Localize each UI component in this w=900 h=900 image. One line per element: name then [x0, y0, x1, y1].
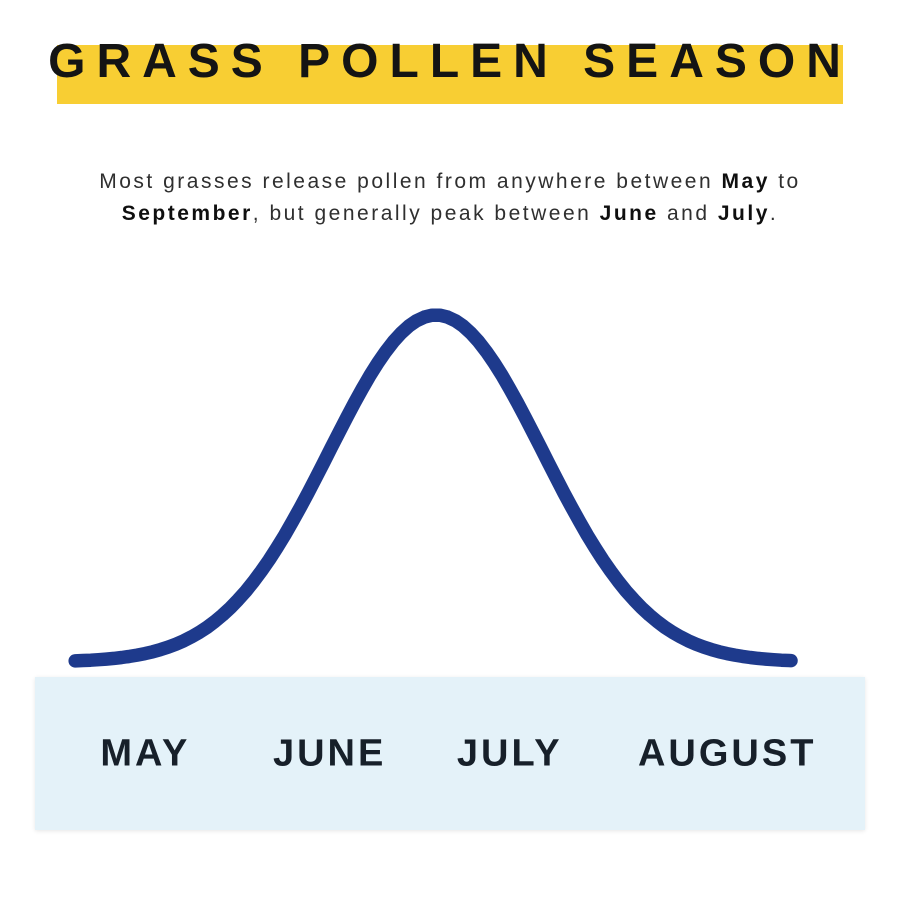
- description-bold-text: May: [721, 170, 770, 193]
- description-text: and: [658, 201, 718, 225]
- month-label-july: JULY: [456, 732, 563, 774]
- description: Most grasses release pollen from anywher…: [40, 166, 860, 229]
- description-text: , but generally peak between: [252, 201, 600, 225]
- description-bold-text: June: [599, 201, 659, 225]
- month-label-june: JUNE: [272, 732, 387, 774]
- bell-curve-line: [68, 308, 798, 668]
- month-axis-band: MAY JUNE JULY AUGUST: [35, 677, 865, 830]
- description-text: .: [769, 201, 779, 225]
- description-text: to: [778, 170, 801, 193]
- month-label-august: AUGUST: [637, 732, 817, 774]
- title-highlight-bar: [57, 45, 843, 104]
- description-bold-text: September: [121, 201, 253, 225]
- description-bold-text: July: [717, 201, 770, 225]
- description-text: Most grasses release pollen from anywher…: [99, 170, 722, 193]
- page-title: GRASS POLLEN SEASON: [48, 35, 852, 88]
- month-label-may: MAY: [100, 732, 191, 774]
